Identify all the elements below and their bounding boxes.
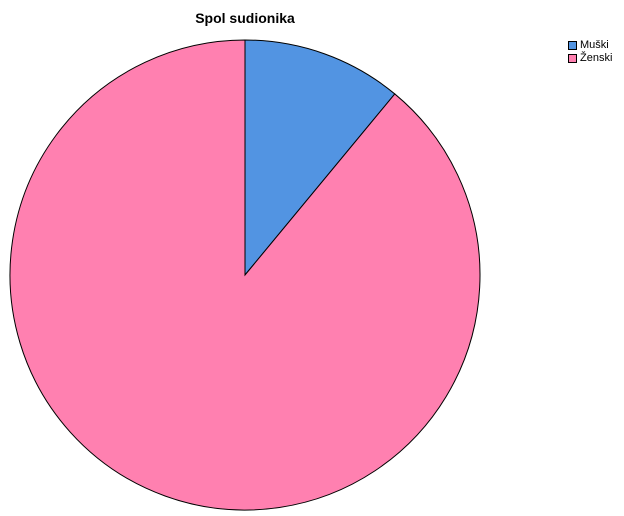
legend-label-muski: Muški [580,39,609,51]
legend: Muški Ženski [568,39,612,65]
legend-swatch-zenski [568,54,577,63]
legend-swatch-muski [568,41,577,50]
chart-title: Spol sudionika [195,10,295,26]
legend-item-muski: Muški [568,39,612,52]
pie-slice-zenski [9,39,481,511]
pie-slice-muski [244,39,396,277]
legend-item-zenski: Ženski [568,52,612,65]
legend-label-zenski: Ženski [580,52,613,64]
